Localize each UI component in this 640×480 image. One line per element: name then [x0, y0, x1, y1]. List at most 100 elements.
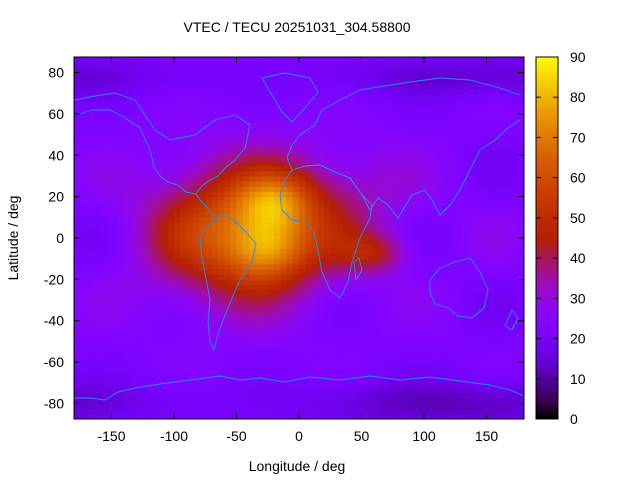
- heatmap-cell: [136, 310, 144, 317]
- heatmap-cell: [86, 232, 94, 239]
- heatmap-cell: [280, 186, 288, 193]
- heatmap-cell: [186, 372, 194, 379]
- heatmap-cell: [367, 186, 375, 193]
- heatmap-cell: [380, 346, 388, 353]
- heatmap-cell: [211, 77, 219, 84]
- heatmap-cell: [405, 206, 413, 213]
- heatmap-cell: [405, 253, 413, 260]
- heatmap-cell: [455, 217, 463, 224]
- heatmap-cell: [86, 103, 94, 110]
- heatmap-cell: [217, 88, 225, 94]
- heatmap-cell: [224, 181, 231, 187]
- heatmap-cell: [74, 119, 81, 125]
- heatmap-cell: [480, 408, 488, 415]
- heatmap-cell: [124, 227, 131, 234]
- heatmap-cell: [155, 305, 163, 311]
- heatmap-cell: [317, 258, 325, 265]
- heatmap-cell: [117, 77, 125, 84]
- heatmap-cell: [505, 201, 513, 208]
- heatmap-cell: [199, 144, 206, 151]
- heatmap-cell: [261, 382, 269, 389]
- heatmap-cell: [136, 160, 144, 167]
- heatmap-cell: [361, 294, 369, 301]
- heatmap-cell: [236, 206, 244, 213]
- heatmap-cell: [161, 77, 169, 84]
- heatmap-cell: [399, 382, 406, 389]
- heatmap-cell: [324, 289, 331, 296]
- heatmap-cell: [111, 150, 119, 156]
- heatmap-cell: [217, 346, 225, 353]
- heatmap-cell: [511, 377, 519, 384]
- heatmap-cell: [405, 93, 413, 99]
- heatmap-cell: [217, 279, 225, 286]
- heatmap-cell: [267, 289, 275, 296]
- heatmap-cell: [274, 362, 281, 368]
- heatmap-cell: [149, 98, 156, 105]
- heatmap-cell: [361, 408, 369, 415]
- heatmap-cell: [149, 227, 156, 234]
- heatmap-cell: [442, 367, 450, 374]
- heatmap-cell: [480, 150, 488, 156]
- heatmap-cell: [230, 398, 238, 405]
- heatmap-cell: [211, 175, 219, 182]
- heatmap-cell: [174, 356, 181, 363]
- heatmap-cell: [142, 62, 150, 68]
- heatmap-cell: [249, 279, 256, 286]
- heatmap-cell: [280, 201, 288, 208]
- heatmap-cell: [117, 232, 125, 239]
- heatmap-cell: [492, 206, 500, 213]
- heatmap-cell: [180, 67, 188, 74]
- heatmap-cell: [417, 186, 425, 193]
- heatmap-cell: [130, 67, 138, 74]
- heatmap-cell: [399, 310, 406, 317]
- heatmap-cell: [280, 243, 288, 249]
- heatmap-cell: [99, 377, 106, 384]
- heatmap-cell: [411, 325, 419, 332]
- heatmap-cell: [142, 77, 150, 84]
- heatmap-cell: [155, 191, 163, 198]
- heatmap-cell: [186, 150, 194, 156]
- heatmap-cell: [80, 300, 88, 306]
- heatmap-cell: [480, 181, 488, 187]
- heatmap-cell: [349, 263, 356, 270]
- heatmap-cell: [130, 351, 138, 358]
- heatmap-cell: [467, 269, 475, 275]
- heatmap-cell: [111, 341, 119, 348]
- heatmap-cell: [80, 372, 88, 379]
- heatmap-cell: [317, 77, 325, 84]
- heatmap-cell: [361, 150, 369, 156]
- heatmap-cell: [117, 351, 125, 358]
- heatmap-cell: [155, 403, 163, 410]
- heatmap-cell: [186, 269, 194, 275]
- heatmap-cell: [99, 310, 106, 317]
- heatmap-cell: [199, 238, 206, 244]
- heatmap-cell: [386, 263, 394, 270]
- heatmap-cell: [155, 108, 163, 115]
- heatmap-cell: [99, 362, 106, 368]
- heatmap-cell: [455, 351, 463, 358]
- heatmap-cell: [92, 212, 100, 218]
- heatmap-cell: [280, 67, 288, 74]
- heatmap-cell: [449, 232, 456, 239]
- heatmap-cell: [474, 305, 481, 311]
- heatmap-cell: [330, 258, 338, 265]
- heatmap-cell: [349, 377, 356, 384]
- heatmap-cell: [399, 263, 406, 270]
- heatmap-cell: [424, 88, 431, 94]
- heatmap-cell: [499, 175, 506, 182]
- heatmap-cell: [174, 238, 181, 244]
- heatmap-cell: [249, 88, 256, 94]
- heatmap-cell: [505, 269, 513, 275]
- heatmap-cell: [374, 113, 381, 120]
- heatmap-cell: [499, 134, 506, 141]
- heatmap-cell: [124, 346, 131, 353]
- heatmap-cell: [399, 320, 406, 327]
- heatmap-cell: [274, 144, 281, 151]
- heatmap-cell: [255, 134, 263, 141]
- heatmap-cell: [249, 139, 256, 146]
- heatmap-cell: [174, 243, 181, 249]
- heatmap-cell: [130, 398, 138, 405]
- heatmap-cell: [249, 269, 256, 275]
- heatmap-cell: [424, 186, 431, 193]
- heatmap-cell: [142, 175, 150, 182]
